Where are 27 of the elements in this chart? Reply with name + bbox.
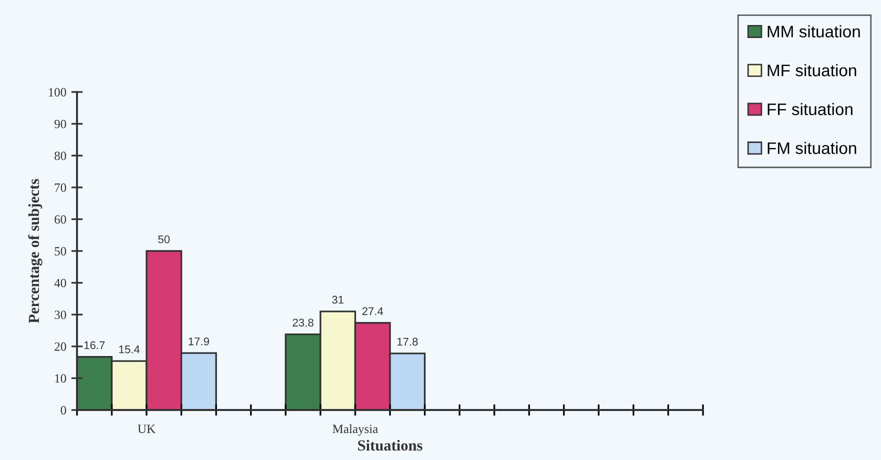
legend-label: FM situation xyxy=(768,142,856,154)
y-tick-label: 90 xyxy=(54,120,66,128)
y-tick-label: 20 xyxy=(54,342,66,351)
data-label: 50 xyxy=(158,235,170,244)
y-tick-label: 80 xyxy=(54,152,66,160)
data-label: 16.7 xyxy=(84,341,105,350)
x-tick-label: Malaysia xyxy=(332,424,378,436)
y-tick-label: 40 xyxy=(54,278,66,288)
legend-label: MM situation xyxy=(768,25,860,38)
legend-label: FF situation xyxy=(768,102,852,116)
y-tick-label: 0 xyxy=(60,406,66,414)
y-axis-title: Percentage of subjects xyxy=(28,178,42,324)
data-label: 23.8 xyxy=(292,318,314,327)
y-tick-label: 30 xyxy=(54,310,66,320)
y-tick-label: 50 xyxy=(54,247,66,256)
data-label: 27.4 xyxy=(362,307,384,316)
legend-label: MF situation xyxy=(768,64,856,76)
data-label: 31 xyxy=(332,296,344,304)
data-label: 17.9 xyxy=(188,337,210,346)
y-tick-label: 70 xyxy=(54,183,66,192)
data-label: 17.8 xyxy=(397,338,418,346)
x-axis-title: Situations xyxy=(358,440,422,451)
data-label: 15.4 xyxy=(119,346,140,354)
y-tick-label: 60 xyxy=(54,215,66,224)
y-tick-label: 10 xyxy=(55,374,66,383)
x-tick-label: UK xyxy=(138,424,156,434)
y-tick-label: 100 xyxy=(48,88,66,96)
